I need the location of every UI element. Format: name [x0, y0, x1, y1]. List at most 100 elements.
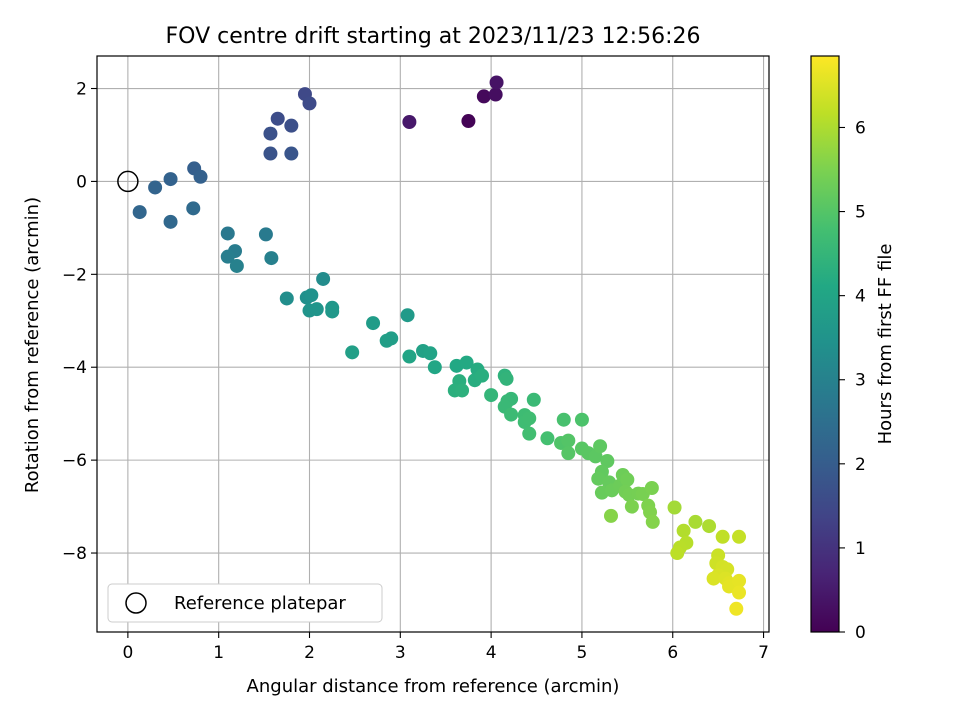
scatter-point — [603, 508, 618, 523]
scatter-point — [284, 146, 299, 161]
scatter-point — [591, 471, 606, 486]
y-tick-label: −6 — [62, 451, 87, 471]
x-axis-ticks: 0 1 2 3 4 5 6 7 — [122, 632, 769, 663]
scatter-point — [522, 411, 537, 426]
scatter-point — [402, 349, 417, 364]
scatter-point — [476, 89, 491, 104]
y-axis-ticks: 2 0 −2 −4 −6 −8 — [62, 80, 97, 564]
scatter-point — [258, 227, 273, 242]
scatter-point — [325, 304, 340, 319]
scatter-point — [499, 371, 514, 386]
scatter-point — [423, 346, 438, 361]
scatter-point — [729, 601, 744, 616]
x-tick-label: 0 — [122, 643, 133, 663]
x-axis-label: Angular distance from reference (arcmin) — [247, 676, 620, 697]
data-points — [132, 75, 747, 616]
colorbar-ticks: 0 1 2 3 4 5 6 — [839, 118, 866, 643]
axes-frame — [96, 55, 770, 633]
scatter-point — [400, 308, 415, 323]
scatter-point — [316, 271, 331, 286]
scatter-point — [645, 514, 660, 529]
scatter-point — [427, 360, 442, 375]
scatter-point — [676, 523, 691, 538]
colorbar-tick-label: 0 — [855, 623, 866, 643]
chart-title: FOV centre drift starting at 2023/11/23 … — [166, 24, 701, 49]
scatter-point — [706, 571, 721, 586]
scatter-point — [556, 412, 571, 427]
scatter-point — [488, 87, 503, 102]
legend-marker-open-circle — [125, 592, 147, 614]
scatter-point — [624, 499, 639, 514]
scatter-point — [402, 114, 417, 129]
scatter-point — [504, 407, 519, 422]
scatter-point — [263, 146, 278, 161]
scatter-point — [561, 446, 576, 461]
scatter-point — [302, 96, 317, 111]
y-axis-label: Rotation from reference (arcmin) — [22, 197, 43, 493]
scatter-point — [309, 302, 324, 317]
scatter-point — [600, 454, 615, 469]
scatter-point — [220, 226, 235, 241]
grid-lines — [97, 56, 769, 632]
scatter-point — [220, 249, 235, 264]
y-tick-label: 0 — [76, 172, 87, 192]
scatter-point — [379, 333, 394, 348]
scatter-point — [459, 355, 474, 370]
scatter-point — [270, 111, 285, 126]
scatter-point — [366, 316, 381, 331]
scatter-point — [284, 118, 299, 133]
colorbar-tick-label: 5 — [855, 203, 866, 223]
y-tick-label: −4 — [62, 358, 87, 378]
scatter-point — [279, 291, 294, 306]
scatter-point — [304, 288, 319, 303]
colorbar: 0 1 2 3 4 5 6 Hours from first FF file — [810, 55, 896, 643]
colorbar-tick-label: 2 — [855, 455, 866, 475]
scatter-point — [475, 368, 490, 383]
y-tick-label: 2 — [76, 80, 87, 100]
scatter-point — [345, 345, 360, 360]
colorbar-label: Hours from first FF file — [875, 244, 896, 445]
colorbar-tick-label: 3 — [855, 371, 866, 391]
scatter-point — [715, 529, 730, 544]
scatter-point — [732, 573, 747, 588]
x-tick-label: 3 — [395, 643, 406, 663]
scatter-point — [132, 205, 147, 220]
scatter-point — [489, 75, 504, 90]
scatter-point — [561, 433, 576, 448]
reference-platepar-marker — [117, 170, 139, 193]
scatter-point — [484, 388, 499, 403]
colorbar-tick-label: 1 — [855, 539, 866, 559]
scatter-point — [526, 392, 541, 407]
scatter-point — [670, 546, 685, 561]
scatter-point — [732, 529, 747, 544]
scatter-point — [644, 481, 659, 495]
scatter-point — [186, 201, 201, 216]
scatter-point — [455, 383, 470, 398]
scatter-point — [264, 251, 279, 266]
scatter-point — [461, 114, 476, 129]
scatter-point — [540, 431, 555, 446]
scatter-point — [593, 439, 608, 454]
scatter-point — [702, 519, 717, 534]
y-tick-label: −8 — [62, 544, 87, 564]
scatter-point — [522, 426, 537, 441]
legend: Reference platepar — [107, 583, 383, 623]
legend-label: Reference platepar — [174, 593, 346, 614]
colorbar-gradient — [810, 55, 840, 633]
scatter-point — [163, 214, 178, 229]
scatter-point — [163, 172, 178, 187]
y-tick-label: −2 — [62, 265, 87, 285]
x-tick-label: 2 — [304, 643, 315, 663]
scatter-point — [229, 258, 244, 273]
plot-area — [96, 55, 770, 633]
scatter-point — [574, 412, 589, 427]
scatter-point — [148, 180, 163, 195]
x-tick-label: 7 — [758, 643, 769, 663]
x-tick-label: 6 — [667, 643, 678, 663]
colorbar-tick-label: 4 — [855, 287, 866, 307]
x-tick-label: 5 — [577, 643, 588, 663]
x-tick-label: 1 — [213, 643, 224, 663]
scatter-point — [193, 169, 208, 184]
colorbar-tick-label: 6 — [855, 118, 866, 138]
